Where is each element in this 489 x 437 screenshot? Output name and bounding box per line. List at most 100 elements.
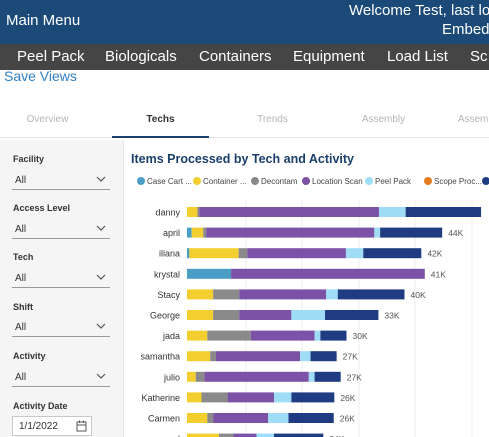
activity-filter-dropdown[interactable]: All [12, 369, 110, 387]
bar-segment[interactable] [274, 433, 324, 437]
bar-segment[interactable] [197, 207, 200, 217]
bar-segment[interactable] [207, 413, 214, 423]
bar-segment[interactable] [213, 310, 240, 320]
legend-item[interactable]: Scope Proc... [424, 177, 482, 186]
bar-segment[interactable] [187, 413, 208, 423]
bar-segment[interactable] [187, 207, 198, 217]
bar-segment[interactable] [206, 227, 375, 238]
nav-item-containers[interactable]: Containers [199, 48, 272, 65]
bar-segment[interactable] [239, 289, 327, 300]
bar-segment[interactable] [268, 413, 289, 423]
bar-segment[interactable] [291, 310, 326, 320]
tab-trends[interactable]: Trends [257, 114, 288, 125]
save-views-link[interactable]: Save Views [4, 68, 77, 84]
bar-segment[interactable] [308, 371, 315, 382]
bar-segment[interactable] [239, 310, 292, 320]
bar-segment[interactable] [187, 392, 202, 403]
bar-segment[interactable] [320, 330, 347, 341]
tab-techs[interactable]: Techs [112, 104, 209, 138]
bar-segment[interactable] [216, 351, 301, 362]
bar-segment[interactable] [187, 351, 211, 362]
nav-item-load-list[interactable]: Load List [387, 48, 448, 65]
bar-segment[interactable] [187, 310, 214, 320]
legend-label: Location Scan [312, 177, 363, 186]
bar-segment[interactable] [345, 248, 364, 259]
bar-segment[interactable] [187, 248, 190, 259]
bar-segment[interactable] [238, 248, 248, 259]
tab-assembl[interactable]: Assembl [457, 114, 489, 125]
bar-segment[interactable] [213, 289, 240, 300]
bar-segment[interactable] [256, 433, 274, 437]
bar-segment[interactable] [207, 330, 251, 341]
bar-segment[interactable] [374, 227, 381, 238]
bar-segment[interactable] [227, 392, 274, 403]
bar-segment[interactable] [187, 433, 219, 437]
legend-item[interactable]: Peel Pack [365, 177, 411, 186]
bar-segment[interactable] [250, 330, 315, 341]
bar-segment[interactable] [378, 207, 406, 217]
top-bar: Main Menu Welcome Test, last logi Embedo [0, 0, 489, 44]
bar-segment[interactable] [231, 268, 425, 279]
bar-segment[interactable] [405, 207, 482, 217]
bar-segment[interactable] [195, 371, 205, 382]
data-label: 26K [340, 414, 355, 424]
main-menu-button[interactable]: Main Menu [6, 12, 81, 29]
bar-segment[interactable] [314, 330, 321, 341]
legend-item[interactable]: St [482, 177, 489, 186]
filter-panel: Facility All Access Level All Tech All S… [0, 140, 124, 437]
embed-text: Embedo [442, 21, 489, 38]
tab-assembly[interactable]: Assembly [361, 114, 406, 125]
report-tabs: Overview Techs Trends Assembly Assembl [0, 104, 489, 138]
access-level-filter-dropdown[interactable]: All [12, 221, 110, 239]
chevron-down-icon [96, 176, 106, 182]
bar-segment[interactable] [233, 433, 257, 437]
bar-segment[interactable] [274, 392, 292, 403]
bar-segment[interactable] [203, 227, 207, 238]
bar-segment[interactable] [288, 413, 334, 423]
bar-segment[interactable] [187, 330, 208, 341]
bar-segment[interactable] [187, 227, 192, 238]
data-label: 42K [427, 249, 442, 259]
facility-filter-value: All [15, 175, 27, 186]
tab-overview[interactable]: Overview [26, 114, 69, 125]
legend-item[interactable]: Case Cart ... [137, 177, 192, 186]
legend-item[interactable]: Location Scan [302, 177, 363, 186]
facility-filter-dropdown[interactable]: All [12, 172, 110, 190]
nav-item-sc[interactable]: Sc [470, 48, 488, 65]
nav-item-peel-pack[interactable]: Peel Pack [17, 48, 85, 65]
bar-segment[interactable] [380, 227, 443, 238]
bar-segment[interactable] [300, 351, 311, 362]
facility-filter-label: Facility [13, 154, 45, 164]
nav-item-equipment[interactable]: Equipment [293, 48, 365, 65]
bar-segment[interactable] [199, 207, 379, 217]
legend-item[interactable]: Container ... [193, 177, 247, 186]
bar-segment[interactable] [326, 289, 338, 300]
shift-filter-dropdown[interactable]: All [12, 319, 110, 337]
bar-segment[interactable] [363, 248, 422, 259]
bar-segment[interactable] [325, 310, 379, 320]
bar-segment[interactable] [187, 371, 196, 382]
bar-segment[interactable] [191, 227, 204, 238]
bar-segment[interactable] [187, 289, 214, 300]
activity-date-value: 1/1/2022 [19, 421, 58, 432]
nav-item-biologicals[interactable]: Biologicals [105, 48, 177, 65]
bar-segment[interactable] [337, 289, 405, 300]
bar-segment[interactable] [204, 371, 309, 382]
bar-segment[interactable] [247, 248, 346, 259]
bar-segment[interactable] [314, 371, 341, 382]
bar-segment[interactable] [218, 433, 234, 437]
bar-segment[interactable] [310, 351, 337, 362]
bar-segment[interactable] [187, 268, 232, 279]
legend-marker [424, 177, 432, 185]
legend-item[interactable]: Decontam [251, 177, 297, 186]
bar-segment[interactable] [210, 351, 216, 362]
bar-segment[interactable] [213, 413, 269, 423]
activity-date-label: Activity Date [13, 401, 68, 411]
bar-segment[interactable] [189, 248, 239, 259]
activity-date-picker[interactable]: 1/1/2022 [12, 416, 92, 436]
legend-marker [302, 177, 310, 185]
bar-segment[interactable] [201, 392, 228, 403]
data-label: 41K [431, 269, 446, 279]
tech-filter-dropdown[interactable]: All [12, 270, 110, 288]
bar-segment[interactable] [291, 392, 335, 403]
